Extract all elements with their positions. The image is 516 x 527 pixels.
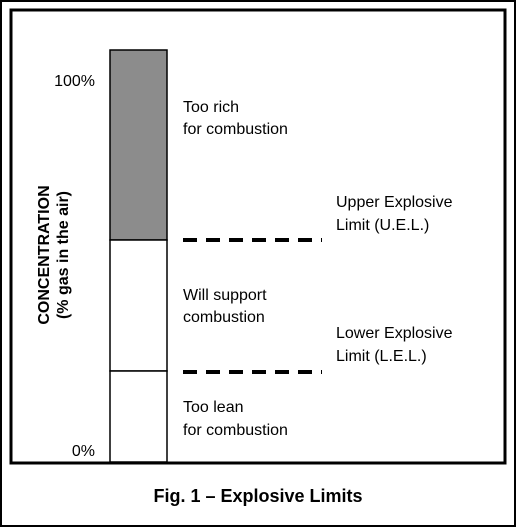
zone-text: combustion bbox=[183, 309, 265, 326]
zone-text: for combustion bbox=[183, 422, 288, 439]
limit-text: Limit (U.E.L.) bbox=[336, 217, 429, 234]
diagram-frame bbox=[9, 8, 507, 465]
axis-label: CONCENTRATION bbox=[36, 185, 53, 324]
zone-text: Will support bbox=[183, 287, 267, 304]
rich-zone bbox=[109, 49, 168, 241]
zone-text: for combustion bbox=[183, 121, 288, 138]
axis-sublabel: (% gas in the air) bbox=[55, 191, 72, 319]
flammable-zone bbox=[109, 239, 168, 372]
zone-text: Too lean bbox=[183, 399, 244, 416]
limit-text: Lower Explosive bbox=[336, 325, 453, 342]
limit-text: Upper Explosive bbox=[336, 194, 453, 211]
bottom-label: 0% bbox=[72, 443, 95, 460]
caption: Fig. 1 – Explosive Limits bbox=[153, 486, 362, 506]
lean-zone bbox=[109, 370, 168, 463]
limit-text: Limit (L.E.L.) bbox=[336, 348, 427, 365]
zone-text: Too rich bbox=[183, 99, 239, 116]
top-label: 100% bbox=[54, 73, 95, 90]
